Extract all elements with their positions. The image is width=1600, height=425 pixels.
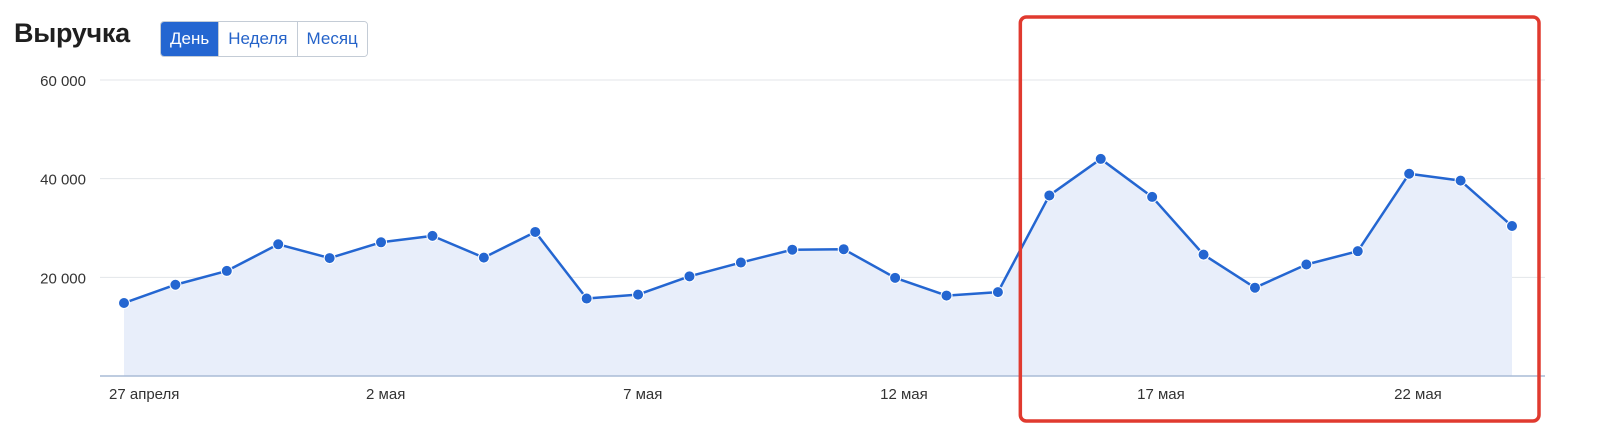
x-tick-label: 27 апреля — [109, 386, 179, 403]
data-point[interactable] — [1403, 167, 1416, 180]
highlight-box — [1018, 15, 1541, 423]
grid-lines — [100, 79, 1545, 278]
data-point[interactable] — [220, 264, 233, 277]
x-tick-label: 7 мая — [623, 386, 662, 403]
series-line — [123, 157, 1513, 305]
data-point[interactable] — [1043, 189, 1056, 202]
data-point[interactable] — [1146, 190, 1159, 203]
data-point[interactable] — [580, 292, 593, 305]
data-point[interactable] — [272, 238, 285, 251]
period-selector: День Неделя Месяц — [160, 21, 368, 57]
y-tick-label: 60 000 — [40, 73, 86, 90]
data-point[interactable] — [323, 252, 336, 265]
y-tick-label: 20 000 — [40, 270, 86, 287]
data-points — [118, 152, 1518, 309]
data-point[interactable] — [1506, 220, 1518, 233]
x-tick-label: 12 мая — [880, 386, 928, 403]
data-point[interactable] — [837, 243, 850, 256]
data-point[interactable] — [426, 229, 439, 242]
data-point[interactable] — [375, 236, 388, 249]
data-point[interactable] — [991, 286, 1004, 299]
data-point[interactable] — [1094, 152, 1107, 165]
x-tick-label: 22 мая — [1394, 386, 1442, 403]
data-point[interactable] — [118, 296, 130, 309]
data-point[interactable] — [1300, 258, 1313, 271]
tab-day[interactable]: День — [161, 22, 219, 56]
data-point[interactable] — [529, 225, 542, 238]
data-point[interactable] — [632, 288, 645, 301]
x-tick-label: 2 мая — [366, 386, 405, 403]
data-point[interactable] — [169, 278, 182, 291]
x-tick-labels: 27 апреля 2 мая 7 мая 12 мая 17 мая 22 мая — [109, 386, 1442, 403]
x-tick-label: 17 мая — [1137, 386, 1185, 403]
data-point[interactable] — [1351, 245, 1364, 258]
data-point[interactable] — [889, 271, 902, 284]
data-point[interactable] — [1454, 174, 1467, 187]
tab-week[interactable]: Неделя — [218, 22, 297, 56]
chart-title: Выручка — [14, 18, 130, 48]
data-point[interactable] — [940, 289, 953, 302]
data-point[interactable] — [786, 243, 799, 256]
data-point[interactable] — [1197, 248, 1210, 261]
data-point[interactable] — [477, 251, 490, 264]
data-point[interactable] — [734, 256, 747, 269]
y-tick-labels: 20 000 40 000 60 000 — [40, 73, 86, 287]
tab-month[interactable]: Месяц — [296, 22, 367, 56]
data-point[interactable] — [683, 270, 696, 283]
y-tick-label: 40 000 — [40, 172, 86, 189]
data-point[interactable] — [1248, 281, 1261, 294]
